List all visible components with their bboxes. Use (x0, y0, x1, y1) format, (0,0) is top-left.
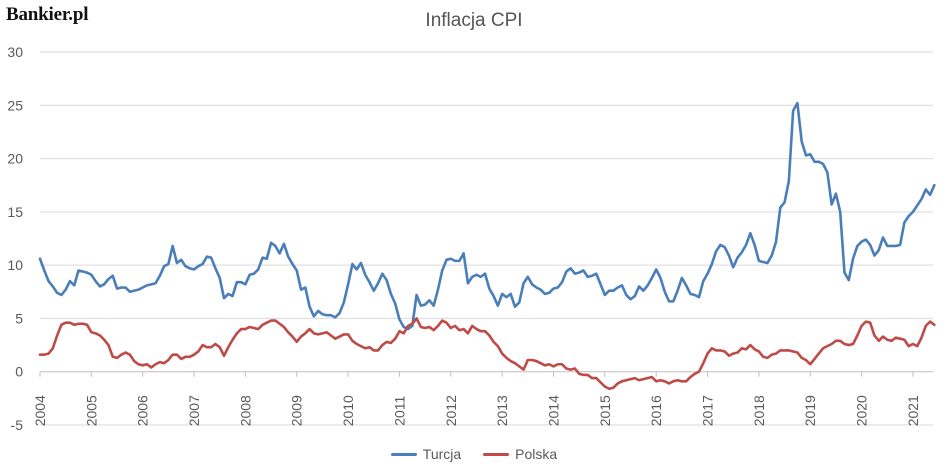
legend-label-polska: Polska (515, 446, 558, 462)
x-tick-label: 2010 (340, 395, 356, 426)
y-tick-label: 10 (7, 257, 23, 273)
x-tick-label: 2011 (391, 395, 407, 425)
x-tick-label: 2009 (289, 395, 305, 426)
x-tick-label: 2018 (751, 395, 767, 426)
y-axis: -5 0 5 10 15 20 25 30 (7, 44, 23, 433)
x-tick-label: 2005 (83, 395, 99, 426)
series-line-turcja (38, 101, 936, 331)
legend-swatch-polska (483, 452, 510, 456)
x-tick-label: 2016 (648, 395, 664, 426)
x-tick-label: 2015 (597, 395, 613, 426)
chart-title: Inflacja CPI (425, 10, 523, 31)
legend-label-turcja: Turcja (422, 446, 462, 462)
y-tick-label: 20 (7, 151, 23, 167)
y-tick-label: -5 (11, 417, 24, 433)
x-tick-label: 2007 (186, 395, 202, 426)
y-tick-label: 25 (7, 97, 23, 113)
series-lines (38, 101, 936, 391)
x-tick-label: 2014 (546, 395, 562, 426)
x-tick-label: 2004 (32, 395, 48, 426)
x-tick-label: 2013 (494, 395, 510, 426)
x-tick-label: 2021 (905, 395, 921, 426)
x-tick-label: 2020 (854, 395, 870, 426)
x-tick-label: 2008 (237, 395, 253, 426)
y-tick-label: 30 (7, 44, 23, 60)
bankier-logo: Bankier.pl (6, 4, 89, 25)
x-tick-label: 2019 (802, 395, 818, 426)
grid-lines (40, 51, 933, 426)
y-tick-label: 5 (15, 310, 23, 326)
legend-item-polska: Polska (483, 446, 557, 462)
x-tick-label: 2012 (443, 395, 459, 426)
y-tick-label: 15 (7, 204, 23, 220)
legend: Turcja Polska (0, 446, 948, 462)
legend-swatch-turcja (390, 452, 417, 456)
x-tick-label: 2006 (135, 395, 151, 426)
y-tick-label: 0 (15, 364, 23, 380)
x-tick-label: 2017 (700, 395, 716, 426)
legend-item-turcja: Turcja (390, 446, 462, 462)
x-axis: 2004 2005 2006 2007 2008 2009 2010 2011 2012 2013… (32, 371, 921, 426)
series-line-polska (38, 317, 936, 391)
